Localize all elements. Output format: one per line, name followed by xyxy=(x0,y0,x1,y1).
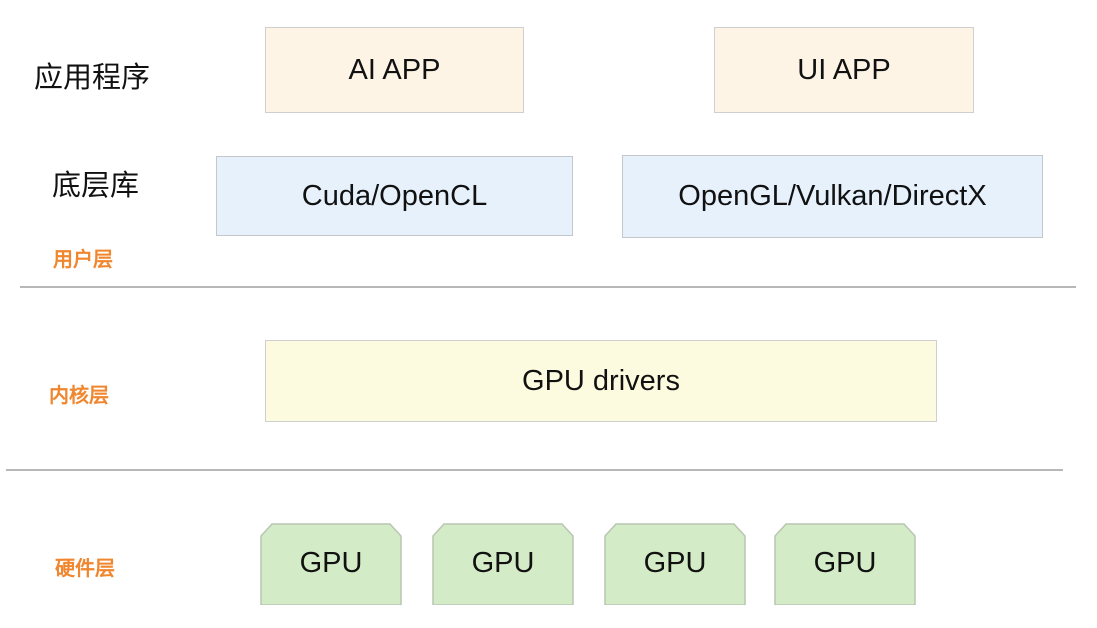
gpu-text: GPU xyxy=(643,547,707,579)
cuda-opencl-text: Cuda/OpenCL xyxy=(301,179,488,212)
ai-app-box: AI APP xyxy=(265,27,524,113)
gpu-chip-3: GPU xyxy=(604,523,746,605)
gpu-text: GPU xyxy=(471,547,535,579)
gpu-chip-4: GPU xyxy=(774,523,916,605)
user-kernel-divider xyxy=(20,286,1076,288)
label-libraries: 底层库 xyxy=(52,170,140,202)
gpu-drivers-text: GPU drivers xyxy=(522,364,680,397)
gpu-drivers-box: GPU drivers xyxy=(265,340,937,422)
ai-app-text: AI APP xyxy=(348,53,441,86)
kernel-hardware-divider xyxy=(6,469,1063,471)
label-kernel-layer: 内核层 xyxy=(49,385,109,407)
gpu-chip-1: GPU xyxy=(260,523,402,605)
label-applications: 应用程序 xyxy=(34,62,151,94)
graphics-api-text: OpenGL/Vulkan/DirectX xyxy=(678,180,987,212)
label-user-layer: 用户层 xyxy=(53,249,113,271)
gpu-chip-2: GPU xyxy=(432,523,574,605)
graphics-api-box: OpenGL/Vulkan/DirectX xyxy=(622,155,1043,238)
gpu-text: GPU xyxy=(299,547,363,579)
ui-app-box: UI APP xyxy=(714,27,974,113)
gpu-text: GPU xyxy=(813,547,877,579)
cuda-opencl-box: Cuda/OpenCL xyxy=(216,156,573,236)
ui-app-text: UI APP xyxy=(797,53,891,86)
label-hardware-layer: 硬件层 xyxy=(55,558,115,580)
